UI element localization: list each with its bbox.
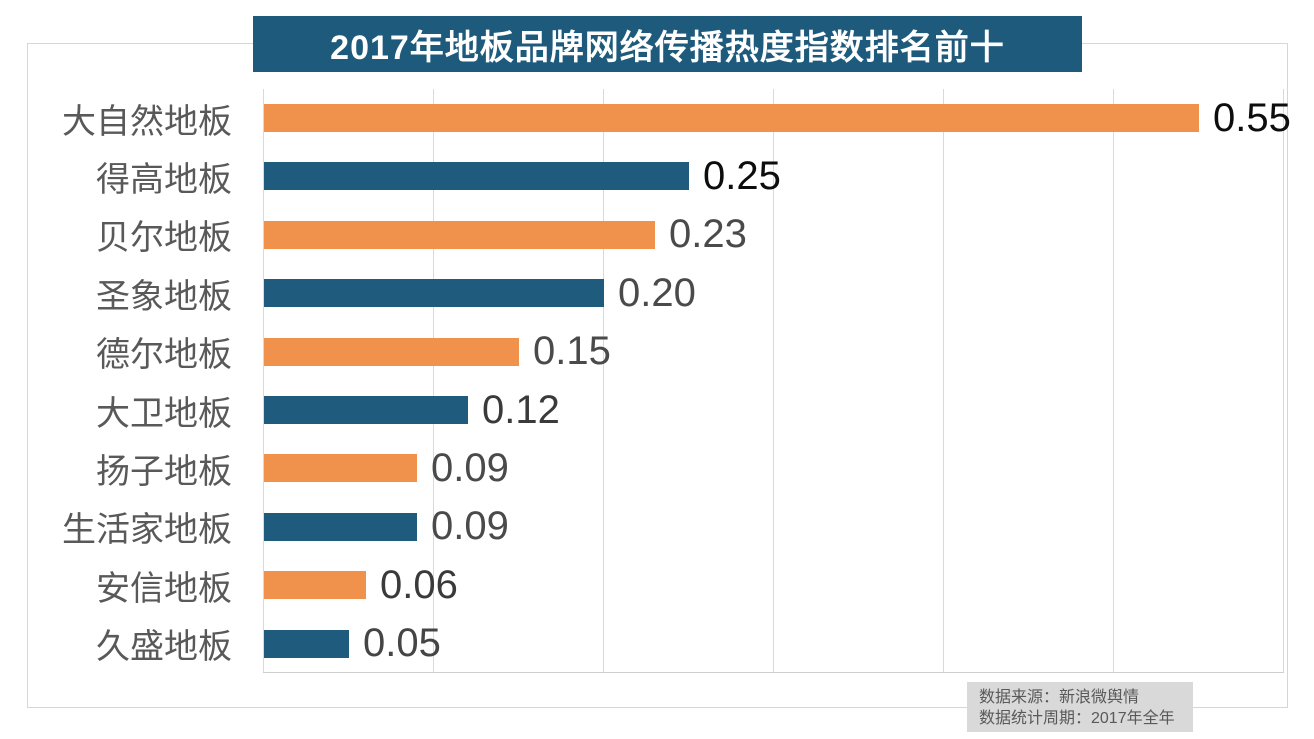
- value-label: 0.20: [618, 270, 696, 315]
- bar-row: 安信地板 0.06: [0, 556, 1314, 614]
- gridline: [1283, 89, 1284, 672]
- category-label: 大自然地板: [62, 102, 232, 141]
- category-label: 大卫地板: [96, 394, 232, 433]
- bar-row: 德尔地板 0.15: [0, 323, 1314, 381]
- value-label: 0.05: [363, 621, 441, 666]
- bar: [264, 571, 366, 600]
- bar: [264, 337, 519, 366]
- bar-row: 大卫地板 0.12: [0, 381, 1314, 439]
- category-label: 生活家地板: [62, 511, 232, 550]
- bar-row: 大自然地板 0.55: [0, 89, 1314, 147]
- value-label: 0.23: [669, 212, 747, 257]
- source-line-2: 数据统计周期：2017年全年: [979, 710, 1175, 727]
- bar: [264, 395, 468, 424]
- gridline: [1113, 89, 1114, 672]
- bar-row: 久盛地板 0.05: [0, 615, 1314, 673]
- bar-row: 生活家地板 0.09: [0, 498, 1314, 556]
- category-label: 圣象地板: [96, 277, 232, 316]
- gridline: [773, 89, 774, 672]
- plot-frame: [27, 43, 1288, 708]
- gridline: [943, 89, 944, 672]
- value-label: 0.12: [482, 387, 560, 432]
- category-label: 得高地板: [96, 161, 232, 200]
- gridline: [433, 89, 434, 672]
- category-label: 久盛地板: [96, 628, 232, 667]
- bar: [264, 512, 417, 541]
- category-label: 德尔地板: [96, 336, 232, 375]
- x-axis-line: [263, 672, 1284, 673]
- value-label: 0.55: [1213, 95, 1291, 140]
- bar-row: 得高地板 0.25: [0, 147, 1314, 205]
- y-axis-line: [263, 89, 264, 672]
- source-line-1: 数据来源：新浪微舆情: [979, 689, 1140, 706]
- bar: [264, 454, 417, 483]
- value-label: 0.06: [380, 562, 458, 607]
- category-label: 扬子地板: [96, 453, 232, 492]
- bar: [264, 220, 655, 249]
- gridlines: [263, 89, 1284, 672]
- bar-rows: 大自然地板 0.55 得高地板 0.25 贝尔地板 0.23 圣象地板 0.20 德尔地板 0.1…: [0, 89, 1314, 673]
- category-label: 贝尔地板: [96, 219, 232, 258]
- bar: [264, 104, 1199, 132]
- value-label: 0.09: [431, 504, 509, 549]
- bar: [264, 279, 604, 308]
- gridline: [603, 89, 604, 672]
- value-label: 0.25: [703, 154, 781, 199]
- bar-row: 贝尔地板 0.23: [0, 206, 1314, 264]
- value-label: 0.15: [533, 329, 611, 374]
- bar: [264, 162, 689, 191]
- chart-title: 2017年地板品牌网络传播热度指数排名前十: [253, 16, 1082, 72]
- source-note: 数据来源：新浪微舆情 数据统计周期：2017年全年: [967, 682, 1193, 732]
- value-label: 0.09: [431, 446, 509, 491]
- bar: [264, 629, 349, 658]
- bar-row: 圣象地板 0.20: [0, 264, 1314, 322]
- category-label: 安信地板: [96, 569, 232, 608]
- bar-row: 扬子地板 0.09: [0, 439, 1314, 497]
